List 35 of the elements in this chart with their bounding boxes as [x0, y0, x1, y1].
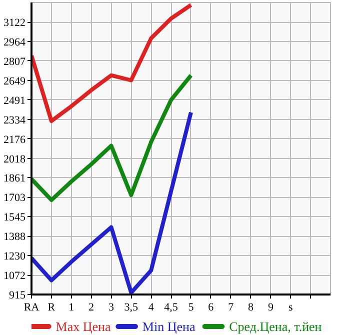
y-tick-label: 1545	[4, 212, 26, 224]
line-series	[32, 2, 193, 124]
x-tick-label: 4	[148, 302, 154, 314]
y-tick-label: 3122	[4, 17, 26, 30]
y-tick-label: 2964	[4, 36, 26, 49]
x-tick-label: 6	[208, 302, 214, 314]
legend-label: Min Цена	[142, 319, 196, 334]
y-tick-label: 2649	[4, 75, 26, 88]
y-tick-label: 1703	[4, 192, 26, 204]
y-tick-label: 1861	[4, 172, 26, 185]
x-tick-label: 8	[248, 302, 254, 314]
x-tick-label: R	[48, 302, 56, 314]
line-series	[32, 73, 193, 202]
x-tick-label: 2	[88, 302, 94, 314]
y-tick-label: 2018	[4, 153, 26, 166]
x-tick-label: 3,5	[124, 302, 139, 314]
x-tick-label: 1	[68, 302, 74, 314]
y-tick-label: 2491	[4, 94, 26, 107]
y-tick-label: 1388	[4, 231, 26, 244]
x-tick-label: 9	[268, 302, 274, 314]
x-tick-label: RA	[24, 302, 40, 314]
x-tick-label: 4,5	[164, 302, 178, 314]
legend-label: Сред.Цена, т.йен	[229, 319, 322, 334]
y-tick-label: 1072	[4, 270, 26, 282]
y-tick-label: 2334	[4, 114, 26, 126]
x-tick-label: s	[288, 302, 293, 314]
x-tick-label: 3	[108, 302, 114, 314]
y-tick-label: 2176	[4, 134, 26, 146]
y-tick-label: 915	[9, 290, 26, 302]
x-tick-label: 7	[228, 302, 234, 314]
y-tick-label: 2807	[4, 56, 26, 68]
line-series	[32, 110, 193, 294]
legend-label: Max Цена	[56, 319, 111, 334]
y-tick-label: 1230	[4, 250, 26, 263]
x-tick-label: 5	[188, 302, 194, 314]
